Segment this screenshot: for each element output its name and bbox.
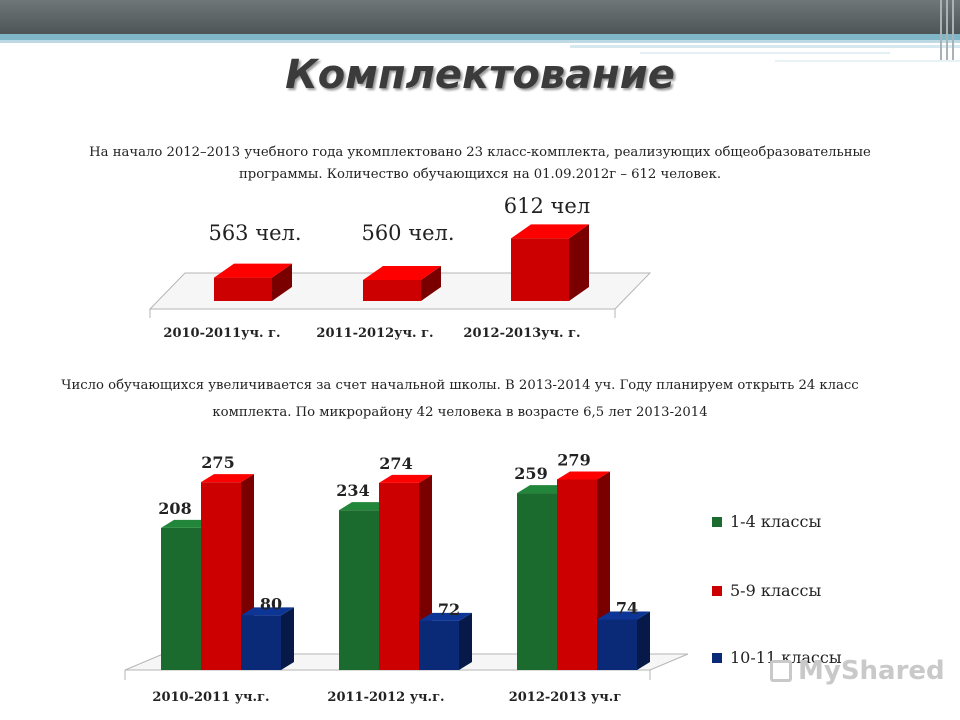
chart2-bar-side	[637, 611, 650, 670]
chart2-data-label: 208	[158, 499, 191, 518]
decor-stripe	[570, 45, 960, 48]
chart2-bar-front	[161, 527, 201, 670]
chart1-data-label: 560 чел.	[361, 221, 454, 245]
decor-stripe	[775, 60, 960, 62]
growth-line-2: комплекта. По микрорайону 42 человека в …	[212, 405, 708, 420]
legend-item-10-11: 10-11 классы	[712, 648, 842, 667]
decor-stripe	[0, 40, 960, 43]
decor-stripe	[640, 52, 890, 54]
corner-decor	[936, 0, 960, 60]
legend-label: 5-9 классы	[730, 581, 822, 600]
legend-item-1-4: 1-4 классы	[712, 512, 821, 531]
legend-label: 1-4 классы	[730, 512, 822, 531]
chart2-tick-label: 2012-2013 уч.г	[509, 690, 622, 705]
chart2-bar-side	[459, 612, 472, 670]
intro-paragraph: На начало 2012–2013 учебного года укомпл…	[20, 142, 940, 186]
chart1-bar-front	[363, 280, 421, 301]
chart2-bar-side	[281, 607, 294, 670]
chart1-bar-top	[214, 263, 292, 278]
intro-line-1: На начало 2012–2013 учебного года укомпл…	[89, 145, 871, 160]
watermark-text: MyShared	[798, 656, 945, 686]
chart2-data-label: 74	[616, 598, 638, 617]
chart2-data-label: 234	[336, 481, 369, 500]
intro-line-2: программы. Количество обучающихся на 01.…	[238, 167, 722, 182]
chart1-bar-side	[421, 266, 441, 301]
legend-item-5-9: 5-9 классы	[712, 581, 821, 600]
chart1-data-label: 563 чел.	[208, 221, 301, 245]
chart1-bar-top	[511, 224, 589, 239]
chart2-tick-label: 2011-2012 уч.г.	[327, 690, 444, 705]
chart2-bar	[241, 607, 294, 670]
legend-swatch-green	[712, 516, 722, 527]
chart2-data-label: 279	[557, 450, 590, 469]
growth-paragraph: Число обучающихся увеличивается за счет …	[10, 372, 910, 426]
chart1-tick-label: 2010-2011уч. г.	[163, 326, 280, 341]
chart1-bar-side	[569, 224, 589, 301]
watermark: MyShared	[770, 656, 945, 686]
legend-label: 10-11 классы	[730, 648, 842, 667]
chart2-bar-top	[419, 612, 472, 621]
chart2-data-label: 275	[201, 453, 234, 472]
chart2-bar-top	[339, 502, 392, 511]
chart1-bar-side	[272, 263, 292, 301]
chart1-bar	[511, 224, 589, 301]
chart2-bar-front	[557, 479, 597, 670]
chart1-bar	[214, 263, 292, 301]
watermark-logo-icon	[770, 660, 792, 682]
chart2-bar-front	[379, 482, 419, 670]
chart2-bar	[419, 612, 472, 670]
chart2-bar-top	[597, 611, 650, 620]
chart2-bar	[597, 611, 650, 670]
chart2-bar-top	[241, 607, 294, 616]
chart1-bar	[363, 266, 441, 301]
growth-line-1: Число обучающихся увеличивается за счет …	[61, 378, 859, 393]
chart2-bar-top	[557, 471, 610, 480]
chart2-bar-top	[379, 474, 432, 483]
chart2-bar-top	[517, 485, 570, 494]
legend-swatch-navy	[712, 652, 722, 663]
chart2-bar-top	[201, 474, 254, 483]
chart2-bar-front	[201, 482, 241, 670]
chart2-tick-label: 2010-2011 уч.г.	[152, 690, 269, 705]
chart2-bar-top	[161, 519, 214, 528]
chart1-tick-label: 2011-2012уч. г.	[316, 326, 433, 341]
slide-title: Комплектование	[285, 52, 675, 98]
chart2-bar-front	[241, 615, 281, 670]
chart2-data-label: 80	[260, 594, 282, 613]
chart2-data-label: 72	[438, 600, 460, 619]
chart2-data-label: 259	[514, 464, 547, 483]
chart1-tick-label: 2012-2013уч. г.	[463, 326, 580, 341]
chart2-bar-front	[339, 510, 379, 670]
chart2-bar-front	[597, 619, 637, 670]
chart2-bar-front	[419, 620, 459, 670]
legend-swatch-red	[712, 585, 722, 596]
chart2-bar-front	[517, 493, 557, 670]
chart1-bar-top	[363, 266, 441, 280]
chart1-bar-front	[511, 238, 569, 301]
chart2-data-label: 274	[379, 454, 412, 473]
decor-stripe	[0, 34, 960, 40]
chart1-bar-front	[214, 277, 272, 301]
top-bar	[0, 0, 960, 34]
chart1-data-label: 612 чел	[504, 194, 590, 218]
